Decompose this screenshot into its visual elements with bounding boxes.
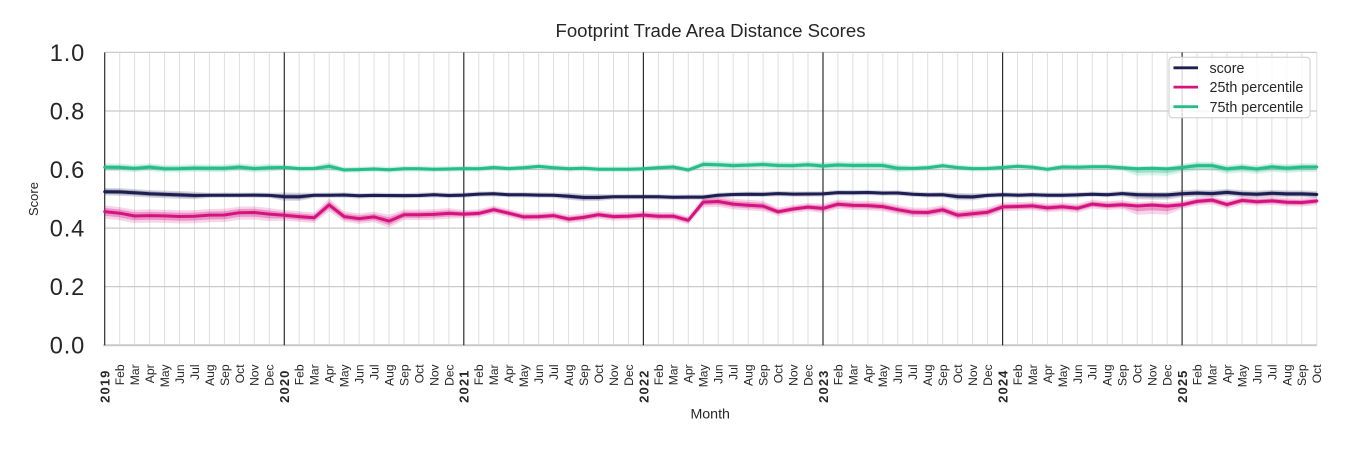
svg-text:Dec: Dec xyxy=(801,364,815,386)
svg-text:Sep: Sep xyxy=(397,364,411,386)
svg-text:2022: 2022 xyxy=(636,370,651,403)
svg-text:Mar: Mar xyxy=(487,364,501,385)
svg-text:Mar: Mar xyxy=(128,364,142,385)
svg-text:Nov: Nov xyxy=(607,364,621,386)
svg-text:2025: 2025 xyxy=(1175,370,1190,403)
svg-text:Apr: Apr xyxy=(1220,364,1234,383)
svg-text:May: May xyxy=(697,363,711,387)
svg-text:Dec: Dec xyxy=(981,364,995,386)
svg-text:Apr: Apr xyxy=(682,364,696,383)
svg-text:Jun: Jun xyxy=(712,364,726,384)
svg-text:Sep: Sep xyxy=(936,364,950,386)
svg-text:Month: Month xyxy=(690,407,729,423)
svg-text:Dec: Dec xyxy=(622,364,636,386)
svg-text:Sep: Sep xyxy=(757,364,771,386)
svg-text:Apr: Apr xyxy=(861,364,875,383)
svg-text:May: May xyxy=(517,363,531,387)
svg-text:Aug: Aug xyxy=(1101,364,1115,386)
svg-text:Jul: Jul xyxy=(727,364,741,379)
svg-text:Dec: Dec xyxy=(263,364,277,386)
svg-text:Feb: Feb xyxy=(1191,364,1205,385)
svg-text:Jun: Jun xyxy=(173,364,187,384)
svg-text:Score: Score xyxy=(26,182,41,216)
svg-text:Aug: Aug xyxy=(921,364,935,386)
svg-text:2024: 2024 xyxy=(996,370,1011,403)
svg-text:Aug: Aug xyxy=(203,364,217,386)
svg-text:Nov: Nov xyxy=(966,364,980,386)
svg-text:May: May xyxy=(338,363,352,387)
svg-text:Dec: Dec xyxy=(442,364,456,386)
svg-text:Jul: Jul xyxy=(188,364,202,379)
svg-text:Oct: Oct xyxy=(1310,364,1324,383)
svg-text:Oct: Oct xyxy=(592,364,606,383)
svg-text:Mar: Mar xyxy=(846,364,860,385)
svg-text:Mar: Mar xyxy=(1206,364,1220,385)
svg-text:Nov: Nov xyxy=(1146,364,1160,386)
svg-text:Jul: Jul xyxy=(368,364,382,379)
svg-text:Mar: Mar xyxy=(308,364,322,385)
svg-text:Oct: Oct xyxy=(772,364,786,383)
svg-text:Apr: Apr xyxy=(502,364,516,383)
svg-text:May: May xyxy=(876,363,890,387)
svg-text:Aug: Aug xyxy=(382,364,396,386)
svg-text:1.0: 1.0 xyxy=(50,41,85,67)
svg-text:Feb: Feb xyxy=(293,364,307,385)
svg-text:0.2: 0.2 xyxy=(50,275,85,301)
svg-text:Nov: Nov xyxy=(427,364,441,386)
svg-text:Aug: Aug xyxy=(1280,364,1294,386)
svg-text:Feb: Feb xyxy=(113,364,127,385)
svg-text:0.6: 0.6 xyxy=(50,158,85,184)
svg-text:Jul: Jul xyxy=(906,364,920,379)
svg-text:May: May xyxy=(158,363,172,387)
svg-text:Sep: Sep xyxy=(1295,364,1309,386)
svg-text:Aug: Aug xyxy=(742,364,756,386)
svg-text:Jul: Jul xyxy=(1086,364,1100,379)
svg-text:Apr: Apr xyxy=(1041,364,1055,383)
svg-text:Jun: Jun xyxy=(1250,364,1264,384)
svg-text:Nov: Nov xyxy=(248,364,262,386)
svg-text:May: May xyxy=(1235,363,1249,387)
svg-text:Sep: Sep xyxy=(218,364,232,386)
svg-text:Sep: Sep xyxy=(577,364,591,386)
svg-text:Feb: Feb xyxy=(831,364,845,385)
svg-text:Feb: Feb xyxy=(1011,364,1025,385)
svg-text:Oct: Oct xyxy=(1131,364,1145,383)
svg-text:Oct: Oct xyxy=(951,364,965,383)
svg-text:0.8: 0.8 xyxy=(50,100,85,126)
svg-text:May: May xyxy=(1056,363,1070,387)
svg-text:Footprint Trade Area Distance: Footprint Trade Area Distance Scores xyxy=(555,20,865,41)
svg-text:2021: 2021 xyxy=(457,370,472,403)
svg-text:Apr: Apr xyxy=(143,364,157,383)
svg-text:Jul: Jul xyxy=(547,364,561,379)
svg-text:2019: 2019 xyxy=(98,370,113,403)
svg-text:25th percentile: 25th percentile xyxy=(1210,80,1304,96)
svg-text:Jun: Jun xyxy=(532,364,546,384)
svg-text:75th percentile: 75th percentile xyxy=(1210,100,1304,116)
svg-text:Dec: Dec xyxy=(1161,364,1175,386)
svg-text:Nov: Nov xyxy=(787,364,801,386)
svg-text:Oct: Oct xyxy=(412,364,426,383)
svg-text:2020: 2020 xyxy=(277,370,292,403)
svg-text:Aug: Aug xyxy=(562,364,576,386)
svg-text:Feb: Feb xyxy=(472,364,486,385)
svg-text:Mar: Mar xyxy=(667,364,681,385)
svg-text:Jun: Jun xyxy=(353,364,367,384)
svg-text:Apr: Apr xyxy=(323,364,337,383)
svg-text:Jul: Jul xyxy=(1265,364,1279,379)
svg-text:0.4: 0.4 xyxy=(50,217,85,243)
svg-text:2023: 2023 xyxy=(816,370,831,403)
svg-text:0.0: 0.0 xyxy=(50,334,85,360)
svg-text:Sep: Sep xyxy=(1116,364,1130,386)
svg-text:Jun: Jun xyxy=(1071,364,1085,384)
svg-text:Jun: Jun xyxy=(891,364,905,384)
svg-text:score: score xyxy=(1210,61,1245,77)
svg-text:Oct: Oct xyxy=(233,364,247,383)
svg-text:Mar: Mar xyxy=(1026,364,1040,385)
svg-text:Feb: Feb xyxy=(652,364,666,385)
